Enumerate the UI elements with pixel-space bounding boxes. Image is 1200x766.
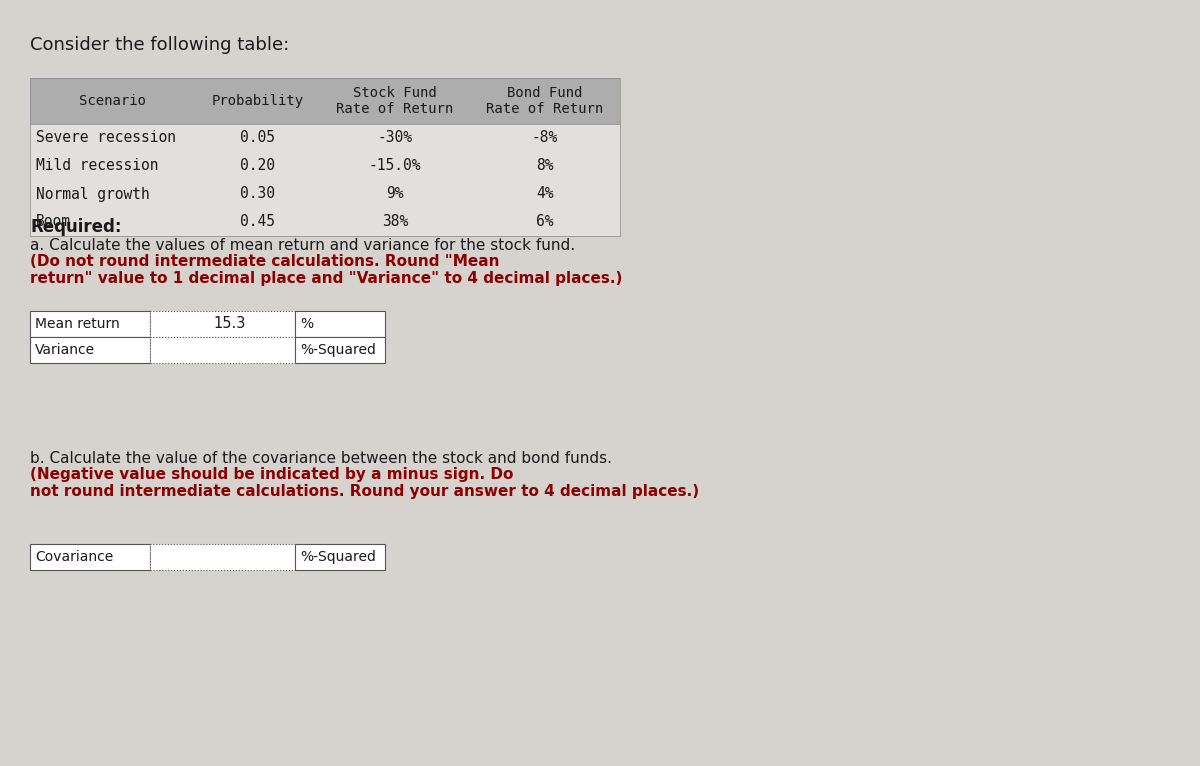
Text: Probability: Probability <box>211 94 304 108</box>
Text: 4%: 4% <box>536 186 553 201</box>
Text: (Negative value should be indicated by a minus sign. Do
not round intermediate c: (Negative value should be indicated by a… <box>30 467 700 499</box>
Text: Covariance: Covariance <box>35 550 113 564</box>
Text: 0.20: 0.20 <box>240 159 275 174</box>
Bar <box>295 337 385 363</box>
Text: Consider the following table:: Consider the following table: <box>30 36 289 54</box>
Text: %-Squared: %-Squared <box>300 343 376 357</box>
Text: b. Calculate the value of the covariance between the stock and bond funds.: b. Calculate the value of the covariance… <box>30 451 617 466</box>
Bar <box>150 337 295 363</box>
Text: (Do not round intermediate calculations. Round "Mean
return" value to 1 decimal : (Do not round intermediate calculations.… <box>30 254 623 286</box>
Text: 15.3: 15.3 <box>214 316 246 332</box>
Text: Required:: Required: <box>30 218 121 236</box>
Text: Mean return: Mean return <box>35 317 120 331</box>
Text: Bond Fund
Rate of Return: Bond Fund Rate of Return <box>486 86 604 116</box>
Bar <box>30 311 150 337</box>
Text: 38%: 38% <box>382 214 408 230</box>
Text: %-Squared: %-Squared <box>300 550 376 564</box>
Text: Boom: Boom <box>36 214 71 230</box>
Text: 0.30: 0.30 <box>240 186 275 201</box>
Bar <box>150 544 295 570</box>
Bar <box>150 311 295 337</box>
Bar <box>30 544 150 570</box>
Text: 6%: 6% <box>536 214 553 230</box>
Text: Scenario: Scenario <box>79 94 146 108</box>
Text: 8%: 8% <box>536 159 553 174</box>
Text: -8%: -8% <box>532 130 558 146</box>
Text: -30%: -30% <box>378 130 413 146</box>
Text: Normal growth: Normal growth <box>36 186 150 201</box>
Bar <box>295 544 385 570</box>
Text: 0.45: 0.45 <box>240 214 275 230</box>
Bar <box>30 124 620 236</box>
Text: Mild recession: Mild recession <box>36 159 158 174</box>
Text: 0.05: 0.05 <box>240 130 275 146</box>
Text: Stock Fund
Rate of Return: Stock Fund Rate of Return <box>336 86 454 116</box>
Text: a. Calculate the values of mean return and variance for the stock fund.: a. Calculate the values of mean return a… <box>30 238 580 253</box>
Text: 9%: 9% <box>386 186 403 201</box>
Bar <box>30 78 620 124</box>
Text: -15.0%: -15.0% <box>368 159 421 174</box>
Bar <box>295 311 385 337</box>
Bar <box>30 337 150 363</box>
Bar <box>30 78 620 236</box>
Text: %: % <box>300 317 313 331</box>
Text: Severe recession: Severe recession <box>36 130 176 146</box>
Text: Variance: Variance <box>35 343 95 357</box>
